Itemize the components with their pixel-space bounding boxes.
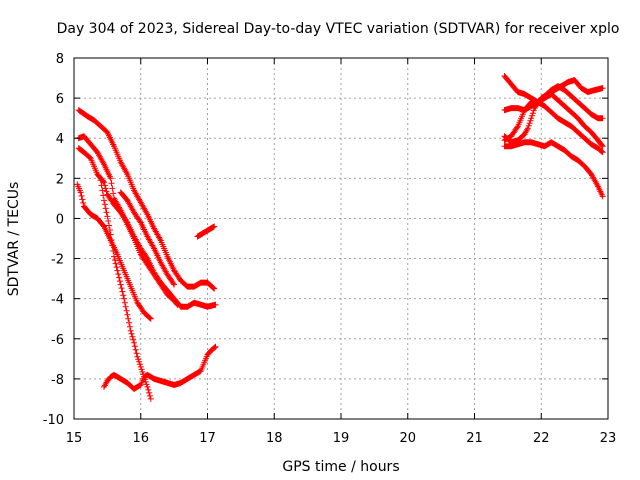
x-tick-label: 18 bbox=[266, 431, 283, 446]
x-tick-label: 20 bbox=[399, 431, 416, 446]
y-tick-label: -8 bbox=[51, 373, 64, 388]
data-marker-group bbox=[74, 181, 154, 322]
x-tick-label: 15 bbox=[66, 431, 83, 446]
x-tick-label: 16 bbox=[132, 431, 149, 446]
x-tick-label: 17 bbox=[199, 431, 216, 446]
series-track-1 bbox=[75, 107, 218, 292]
data-marker-group bbox=[194, 223, 218, 240]
axis-ticks bbox=[73, 57, 609, 420]
tick-labels: 15 16 17 18 19 20 21 22 23 -10 -8 -6 -4 -2 0 2 4 6 8 bbox=[43, 52, 617, 446]
y-axis-title: SDTVAR / TECUs bbox=[6, 182, 22, 297]
series-track-9 bbox=[501, 139, 606, 200]
chart-title: Day 304 of 2023, Sidereal Day-to-day VTE… bbox=[57, 21, 620, 37]
series-track-8 bbox=[194, 223, 218, 240]
data-marker-group bbox=[101, 343, 219, 392]
y-tick-label: -10 bbox=[43, 413, 64, 428]
y-tick-label: 6 bbox=[56, 92, 64, 107]
y-tick-label: 4 bbox=[56, 132, 64, 147]
y-tick-label: -6 bbox=[51, 333, 64, 348]
y-tick-label: -2 bbox=[51, 253, 64, 268]
grid-lines bbox=[74, 58, 608, 419]
data-marker-group bbox=[501, 139, 606, 200]
y-tick-label: 8 bbox=[56, 52, 64, 67]
data-marker-group bbox=[117, 189, 178, 288]
y-tick-label: 2 bbox=[56, 172, 64, 187]
y-tick-label: 0 bbox=[56, 212, 64, 227]
x-tick-label: 23 bbox=[600, 431, 617, 446]
series-track-6 bbox=[97, 177, 154, 402]
data-points bbox=[74, 73, 606, 402]
x-tick-label: 22 bbox=[533, 431, 550, 446]
data-marker-group bbox=[501, 83, 606, 122]
y-tick-label: -4 bbox=[51, 293, 64, 308]
series-track-7 bbox=[101, 343, 219, 392]
series-track-5 bbox=[74, 181, 154, 322]
x-tick-label: 19 bbox=[333, 431, 350, 446]
data-marker-group bbox=[75, 107, 218, 292]
x-axis-title: GPS time / hours bbox=[282, 459, 399, 475]
series-track-4 bbox=[117, 189, 178, 288]
data-marker-group bbox=[97, 177, 154, 402]
x-tick-label: 21 bbox=[466, 431, 483, 446]
series-track-13 bbox=[501, 83, 606, 122]
